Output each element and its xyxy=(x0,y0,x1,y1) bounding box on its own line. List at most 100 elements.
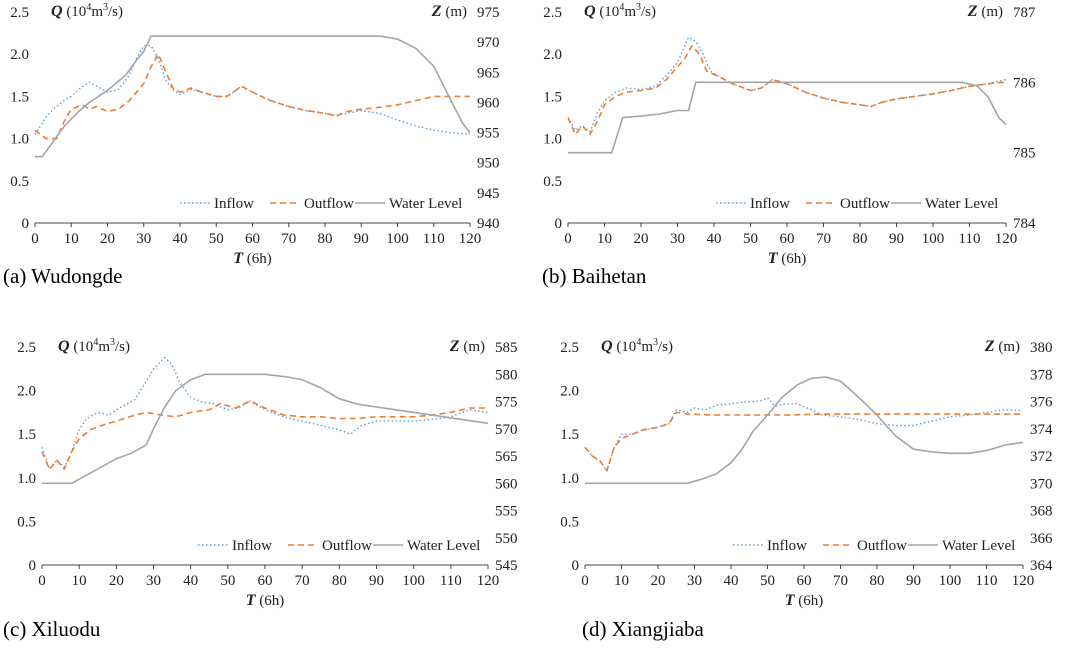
y2-axis-label: Z (m) xyxy=(431,3,467,20)
legend-label: Outflow xyxy=(857,538,907,554)
y-axis-unit-exp2: 3 xyxy=(110,337,115,348)
y-tick-label: 0.5 xyxy=(543,174,562,190)
y-tick-label: 0 xyxy=(29,558,37,574)
y-tick-label: 0 xyxy=(22,216,30,232)
x-axis-label: T (6h) xyxy=(785,592,824,609)
y2-tick-label: 366 xyxy=(1030,531,1053,547)
y-axis-unit-exp1: 4 xyxy=(93,337,98,348)
x-tick-label: 50 xyxy=(760,573,775,589)
y2-tick-label: 560 xyxy=(495,476,518,492)
y2-tick-label: 585 xyxy=(495,340,518,356)
y2-tick-label: 970 xyxy=(477,35,500,51)
x-tick-label: 110 xyxy=(440,573,462,589)
legend-label: Water Level xyxy=(925,196,998,212)
x-tick-label: 40 xyxy=(707,231,722,247)
series-line-inflow xyxy=(584,396,1024,472)
y-tick-label: 1.5 xyxy=(543,89,562,105)
y2-tick-label: 368 xyxy=(1030,504,1053,520)
y2-tick-label: 364 xyxy=(1030,558,1053,574)
x-axis-unit: (6h) xyxy=(778,251,807,267)
x-axis-unit: (6h) xyxy=(795,593,824,609)
y-axis-unit-mid: m xyxy=(624,4,636,20)
y2-axis-unit: (m) xyxy=(978,4,1003,20)
x-axis-symbol: T xyxy=(246,592,257,609)
x-tick-label: 90 xyxy=(906,573,921,589)
x-tick-label: 0 xyxy=(581,573,589,589)
y-axis-unit-exp1: 4 xyxy=(619,2,624,13)
chart-panel-4: 0 10 20 30 40 50 60 70 80 90 100 110 120 0 0.5 1.0 1.5 2.… xyxy=(560,337,1053,609)
series-line-inflow xyxy=(41,356,489,470)
y-tick-label: 1.5 xyxy=(17,427,36,443)
y-axis-unit: (10 xyxy=(63,4,87,20)
y2-axis-symbol: Z xyxy=(984,338,995,355)
y-tick-label: 2.0 xyxy=(543,47,562,63)
y-axis-label: Q (104m3/s) xyxy=(58,337,130,355)
x-tick-label: 0 xyxy=(38,573,46,589)
y-tick-label: 0.5 xyxy=(17,514,36,530)
x-tick-label: 20 xyxy=(100,231,115,247)
y-axis-unit-exp2: 3 xyxy=(653,337,658,348)
y2-axis-symbol: Z xyxy=(967,3,978,20)
x-tick-label: 100 xyxy=(939,573,962,589)
y-tick-label: 2.5 xyxy=(543,5,562,21)
x-tick-label: 10 xyxy=(64,231,79,247)
legend-label: Outflow xyxy=(304,196,354,212)
x-tick-label: 40 xyxy=(183,573,198,589)
y-axis-unit: (10 xyxy=(70,339,94,355)
x-axis-symbol: T xyxy=(785,592,796,609)
y2-tick-label: 555 xyxy=(495,504,518,520)
legend-label: Inflow xyxy=(232,538,272,554)
x-tick-label: 120 xyxy=(477,573,500,589)
chart-caption: (b) Baihetan xyxy=(542,264,647,288)
y-axis-unit-end: /s) xyxy=(115,339,130,355)
y2-tick-label: 945 xyxy=(477,186,500,202)
y2-axis-unit: (m) xyxy=(442,4,467,20)
y-axis-symbol: Q xyxy=(58,338,70,355)
x-tick-label: 50 xyxy=(743,231,758,247)
y2-tick-label: 575 xyxy=(495,395,518,411)
y-axis-label: Q (104m3/s) xyxy=(584,2,656,20)
x-tick-label: 40 xyxy=(724,573,739,589)
y-axis-unit-end: /s) xyxy=(658,339,673,355)
y2-tick-label: 380 xyxy=(1030,340,1053,356)
y-axis-unit-exp2: 3 xyxy=(636,2,641,13)
series-line-water-level xyxy=(35,35,471,158)
y2-axis-symbol: Z xyxy=(449,338,460,355)
y-axis-unit-exp1: 4 xyxy=(86,2,91,13)
y2-tick-label: 374 xyxy=(1030,422,1053,438)
legend-label: Water Level xyxy=(407,538,480,554)
x-tick-label: 60 xyxy=(245,231,260,247)
y-tick-label: 1.5 xyxy=(10,89,29,105)
x-tick-label: 110 xyxy=(959,231,981,247)
y2-axis-unit: (m) xyxy=(460,339,485,355)
y2-axis-unit: (m) xyxy=(995,339,1020,355)
series-line-water-level xyxy=(585,376,1024,485)
y-tick-label: 1.0 xyxy=(17,471,36,487)
y-axis-symbol: Q xyxy=(51,3,63,20)
x-axis-symbol: T xyxy=(233,250,244,267)
y-axis-unit-mid: m xyxy=(91,4,103,20)
series-line-water-level xyxy=(568,81,1007,154)
y2-tick-label: 370 xyxy=(1030,476,1053,492)
y-tick-label: 1.5 xyxy=(560,427,579,443)
x-tick-label: 20 xyxy=(634,231,649,247)
y-tick-label: 1.0 xyxy=(10,132,29,148)
y2-tick-label: 565 xyxy=(495,449,518,465)
x-tick-label: 70 xyxy=(295,573,310,589)
y-axis-label: Q (104m3/s) xyxy=(51,2,123,20)
x-tick-label: 110 xyxy=(423,231,445,247)
x-tick-label: 80 xyxy=(870,573,885,589)
x-axis-symbol: T xyxy=(768,250,779,267)
legend-label: Water Level xyxy=(942,538,1015,554)
x-tick-label: 60 xyxy=(258,573,273,589)
series-line-outflow xyxy=(567,44,1007,136)
y-tick-label: 0 xyxy=(555,216,563,232)
y2-tick-label: 570 xyxy=(495,422,518,438)
y2-axis-symbol: Z xyxy=(431,3,442,20)
x-axis-label: T (6h) xyxy=(768,250,807,267)
series-line-outflow xyxy=(41,400,488,470)
y-tick-label: 2.5 xyxy=(10,5,29,21)
x-axis-unit: (6h) xyxy=(256,593,285,609)
x-tick-label: 30 xyxy=(136,231,151,247)
y2-tick-label: 545 xyxy=(495,558,518,574)
